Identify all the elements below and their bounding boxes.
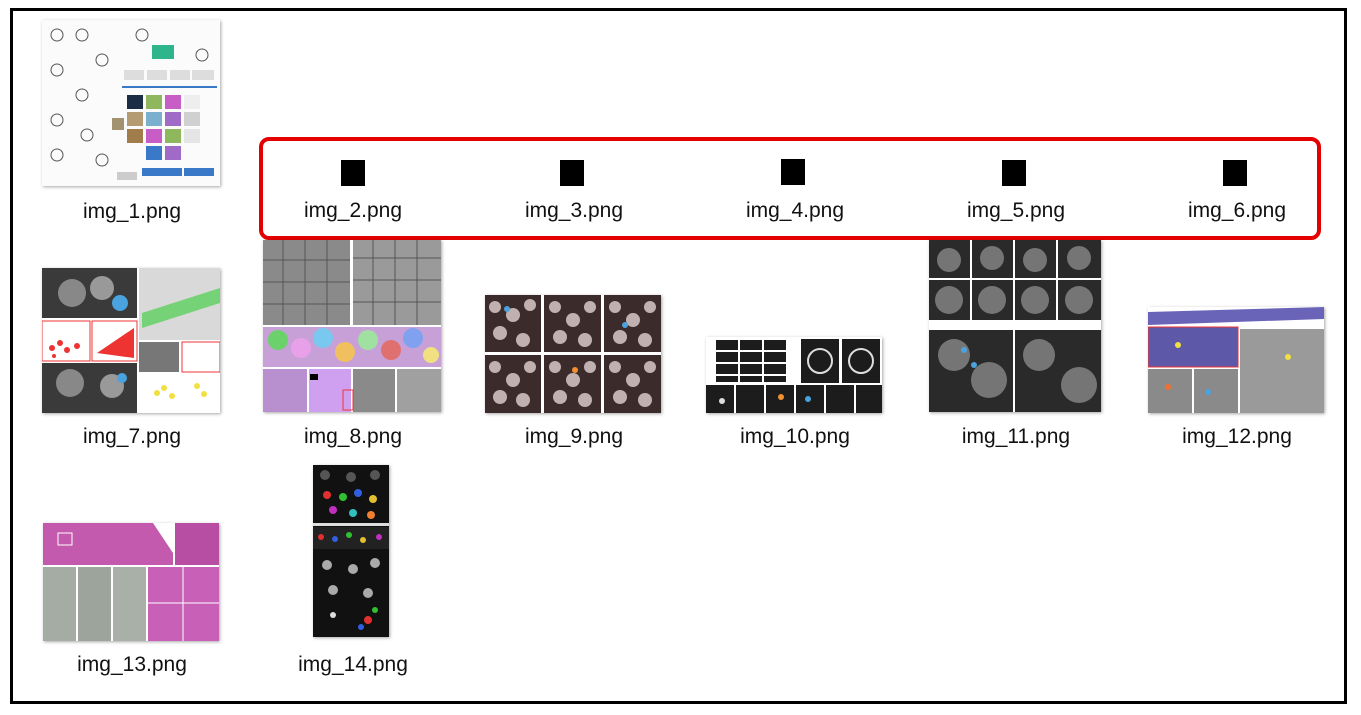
thumbnail-preview-icon (42, 268, 220, 413)
file-name: img_6.png (1187, 199, 1287, 222)
image-thumbnail (43, 523, 219, 641)
file-item-img-11[interactable]: img_11.png (916, 240, 1116, 455)
file-item-img-13[interactable]: img_13.png (32, 523, 232, 688)
file-item-img-8[interactable]: img_8.png (253, 240, 453, 455)
file-name: img_3.png (524, 199, 624, 222)
file-item-img-14[interactable]: img_14.png (253, 465, 453, 688)
thumbnail-preview-icon (43, 523, 219, 641)
file-name: img_2.png (303, 199, 403, 222)
image-thumbnail (706, 337, 882, 413)
blank-image-icon (781, 159, 805, 185)
thumbnail-preview-icon (42, 20, 220, 186)
file-name: img_8.png (303, 425, 403, 448)
file-name: img_5.png (966, 199, 1066, 222)
file-name: img_7.png (82, 425, 182, 448)
file-item-img-3[interactable]: img_3.png (474, 155, 674, 230)
file-item-img-5[interactable]: img_5.png (916, 155, 1116, 230)
thumbnail-preview-icon (1148, 307, 1324, 413)
image-thumbnail (42, 268, 220, 413)
blank-image-icon (1223, 160, 1247, 186)
file-name: img_10.png (740, 425, 850, 448)
file-item-img-12[interactable]: img_12.png (1137, 307, 1337, 455)
file-item-img-2[interactable]: img_2.png (253, 155, 453, 230)
thumbnail-preview-icon (313, 465, 389, 637)
image-thumbnail (42, 20, 220, 186)
blank-image-icon (1002, 160, 1026, 186)
blank-image-icon (341, 160, 365, 186)
blank-image-icon (560, 160, 584, 186)
file-name: img_13.png (77, 653, 187, 676)
file-name: img_12.png (1182, 425, 1292, 448)
file-name: img_14.png (298, 653, 408, 676)
image-thumbnail (1148, 307, 1324, 413)
image-thumbnail (263, 240, 441, 412)
selection-highlight-box (259, 137, 1321, 240)
file-item-img-9[interactable]: img_9.png (474, 295, 674, 455)
thumbnail-preview-icon (706, 337, 882, 413)
file-browser-frame (10, 8, 1347, 704)
file-name: img_1.png (82, 200, 182, 223)
image-thumbnail (485, 295, 661, 413)
thumbnail-preview-icon (929, 240, 1101, 412)
thumbnail-preview-icon (263, 240, 441, 412)
image-thumbnail (313, 465, 389, 637)
thumbnail-preview-icon (485, 295, 661, 413)
file-name: img_4.png (745, 199, 845, 222)
file-name: img_11.png (961, 425, 1071, 448)
file-name: img_9.png (524, 425, 624, 448)
file-item-img-7[interactable]: img_7.png (32, 265, 232, 455)
file-item-img-4[interactable]: img_4.png (695, 155, 895, 230)
file-item-img-1[interactable]: img_1.png (32, 20, 232, 230)
file-item-img-6[interactable]: img_6.png (1137, 155, 1337, 230)
image-thumbnail (929, 240, 1101, 412)
file-item-img-10[interactable]: img_10.png (695, 337, 895, 455)
